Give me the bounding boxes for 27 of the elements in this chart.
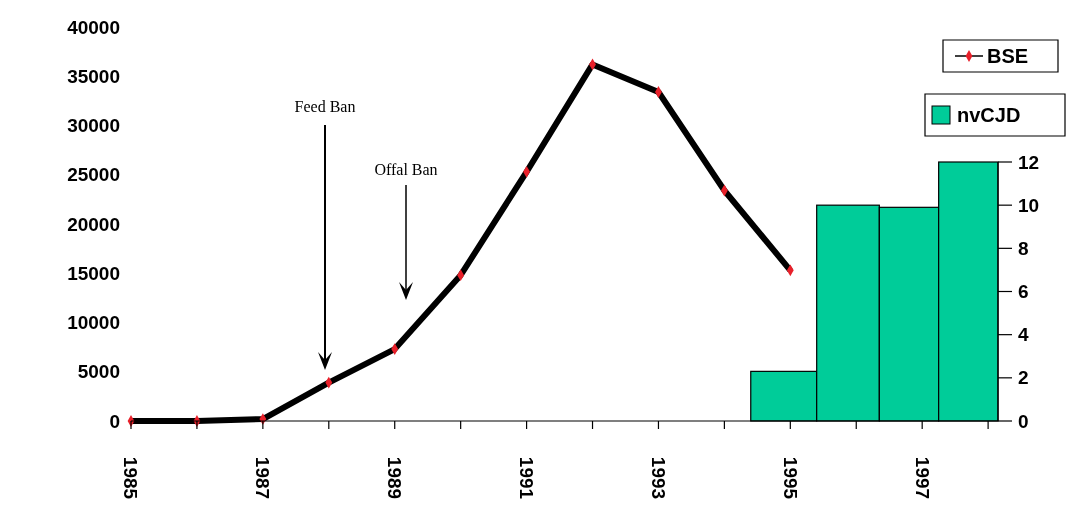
y2-tick-label: 10 xyxy=(1018,194,1040,216)
legend-label: nvCJD xyxy=(957,104,1021,126)
y2-tick-label: 4 xyxy=(1018,324,1029,346)
y-tick-label: 40000 xyxy=(67,16,120,38)
annotation: Feed Ban xyxy=(294,98,356,115)
y2-tick-label: 0 xyxy=(1018,410,1029,432)
y2-tick-label: 6 xyxy=(1018,281,1029,303)
y-tick-label: 0 xyxy=(109,410,120,432)
x-tick-label: 1997 xyxy=(911,456,933,500)
y2-tick-label: 2 xyxy=(1018,367,1029,389)
x-tick-label: 1985 xyxy=(120,456,142,500)
y-tick-label: 25000 xyxy=(67,164,120,186)
y2-tick-label: 8 xyxy=(1018,237,1029,259)
y-tick-label: 5000 xyxy=(77,361,120,383)
x-tick-label: 1989 xyxy=(384,456,406,500)
y-tick-label: 10000 xyxy=(67,312,120,334)
x-tick-label: 1993 xyxy=(647,456,669,500)
y-tick-label: 20000 xyxy=(67,213,120,235)
y-tick-label: 15000 xyxy=(67,262,120,284)
x-tick-label: 1987 xyxy=(252,456,274,500)
y-tick-label: 35000 xyxy=(67,65,120,87)
y-tick-label: 30000 xyxy=(67,115,120,137)
y2-tick-label: 12 xyxy=(1018,151,1040,173)
x-tick-label: 1995 xyxy=(779,456,801,500)
x-tick-label: 1991 xyxy=(515,456,537,500)
legend-label: BSE xyxy=(987,45,1029,67)
annotation: Offal Ban xyxy=(374,161,438,178)
